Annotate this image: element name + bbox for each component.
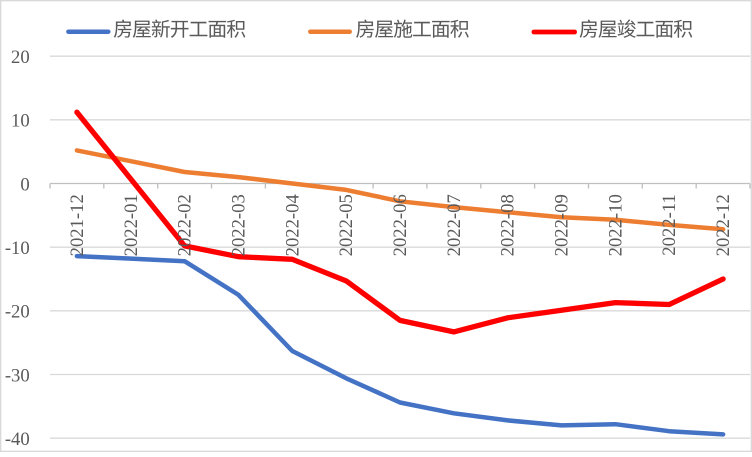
svg-text:2022-06: 2022-06 [390, 194, 411, 256]
svg-text:2022-02: 2022-02 [175, 194, 196, 256]
svg-text:-30: -30 [5, 365, 30, 386]
svg-text:2022-11: 2022-11 [659, 194, 680, 256]
svg-text:-20: -20 [5, 302, 30, 323]
svg-text:2021-12: 2021-12 [67, 194, 88, 256]
svg-text:2022-12: 2022-12 [713, 194, 734, 256]
svg-text:2022-09: 2022-09 [552, 194, 573, 256]
svg-text:2022-10: 2022-10 [605, 194, 626, 256]
svg-text:2022-04: 2022-04 [282, 194, 303, 257]
svg-text:20: 20 [11, 47, 30, 68]
svg-text:-40: -40 [5, 429, 30, 450]
svg-text:10: 10 [11, 111, 30, 132]
svg-text:2022-07: 2022-07 [444, 194, 465, 256]
svg-text:2022-08: 2022-08 [498, 194, 519, 256]
svg-text:2022-01: 2022-01 [121, 194, 142, 256]
svg-text:2022-05: 2022-05 [336, 194, 357, 256]
svg-text:-10: -10 [5, 238, 30, 259]
svg-text:2022-03: 2022-03 [229, 194, 250, 256]
svg-text:0: 0 [20, 174, 29, 195]
